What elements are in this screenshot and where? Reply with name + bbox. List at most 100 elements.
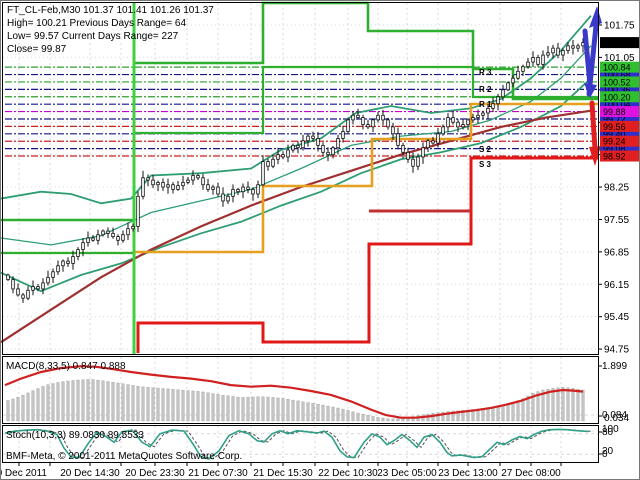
candle [496, 96, 500, 105]
candle [241, 186, 245, 193]
macd-bar [156, 387, 160, 422]
macd-bar [366, 415, 370, 422]
macd-scale-min-label: 0.084 [602, 410, 627, 421]
candle [216, 186, 220, 195]
candle [301, 140, 305, 149]
candle [356, 114, 360, 119]
candle [196, 175, 200, 179]
macd-bar [381, 417, 385, 422]
candle [11, 279, 15, 290]
price-badge-label: 99.40 [603, 129, 626, 139]
macd-bar [41, 386, 45, 422]
macd-bar [166, 388, 170, 422]
macd-bar [491, 406, 495, 422]
price-badge-label: 100.04 [603, 100, 631, 110]
candle [246, 186, 250, 190]
candle [511, 77, 515, 84]
candle [106, 230, 110, 234]
candle [161, 182, 165, 188]
price-badge-label: 100.36 [603, 85, 631, 95]
price-badge [600, 61, 639, 73]
macd-bar [531, 393, 535, 422]
macd-bar [131, 385, 135, 422]
price-tick-label: 101.75 [604, 21, 635, 32]
candle [321, 144, 325, 153]
candle [121, 234, 125, 241]
candle [76, 249, 80, 257]
macd-bar [226, 395, 230, 422]
candle [531, 57, 535, 63]
macd-bar [151, 387, 155, 422]
candle [371, 119, 375, 128]
price-badge [600, 106, 639, 118]
pivot-label: R 3 [479, 68, 492, 77]
macd-bar [321, 404, 325, 422]
macd-bar [171, 389, 175, 422]
candle [66, 260, 70, 264]
candle [546, 52, 550, 56]
candle [466, 119, 470, 125]
candle [556, 47, 560, 56]
macd-bar [11, 398, 15, 422]
candle [86, 237, 90, 244]
macd-bar [391, 418, 395, 422]
candle [21, 294, 25, 299]
price-badge [600, 128, 639, 140]
macd-bar [96, 379, 100, 422]
candle [71, 256, 75, 264]
macd-bar [51, 383, 55, 422]
candle [231, 188, 235, 197]
macd-bar [16, 397, 20, 422]
macd-scale-min-label: 0.034 [604, 413, 629, 424]
candle [141, 177, 145, 197]
candle [571, 45, 575, 49]
macd-bar [111, 382, 115, 422]
stoch-main-line [4, 428, 590, 460]
time-label: 22 Dec 10:30 [318, 468, 378, 479]
price-badge [600, 91, 639, 103]
price-badge [600, 76, 639, 88]
stoch-panel[interactable] [4, 428, 594, 460]
macd-bar [201, 391, 205, 422]
price-badge-label: 101.37 [603, 38, 631, 48]
price-badge-label: 100.84 [603, 63, 631, 73]
candle [516, 70, 520, 79]
macd-bar [516, 400, 520, 422]
red-step-line [136, 156, 598, 353]
macd-bar [306, 402, 310, 422]
candle [451, 117, 455, 123]
candle [326, 151, 330, 156]
candle [521, 66, 525, 72]
candle [501, 89, 505, 98]
macd-bar [561, 387, 565, 422]
macd-bar [506, 403, 510, 422]
candle [261, 161, 265, 186]
candle [476, 114, 480, 119]
macd-bar [331, 406, 335, 422]
price-badge-label: 99.56 [603, 122, 626, 132]
macd-bar [271, 397, 275, 422]
macd-bar [316, 403, 320, 422]
candle [461, 124, 465, 128]
candlesticks[interactable] [6, 38, 585, 303]
macd-bar [26, 392, 30, 422]
macd-bar [106, 381, 110, 422]
macd-bar [46, 384, 50, 422]
macd-bar [206, 392, 210, 422]
candle [46, 276, 50, 284]
daily-step-lines [1, 1, 598, 353]
macd-bar [356, 412, 360, 422]
price-badge-label: 99.08 [603, 144, 626, 154]
macd-bar [256, 396, 260, 422]
candle [166, 184, 170, 188]
candle [331, 147, 335, 156]
macd-panel[interactable] [4, 365, 585, 422]
candle [136, 195, 140, 227]
pivot-label: S 2 [479, 145, 492, 154]
candle [411, 158, 415, 167]
macd-bar [286, 399, 290, 422]
price-tick-label: 96.85 [604, 247, 629, 258]
candle [206, 184, 210, 190]
candle [421, 147, 425, 158]
